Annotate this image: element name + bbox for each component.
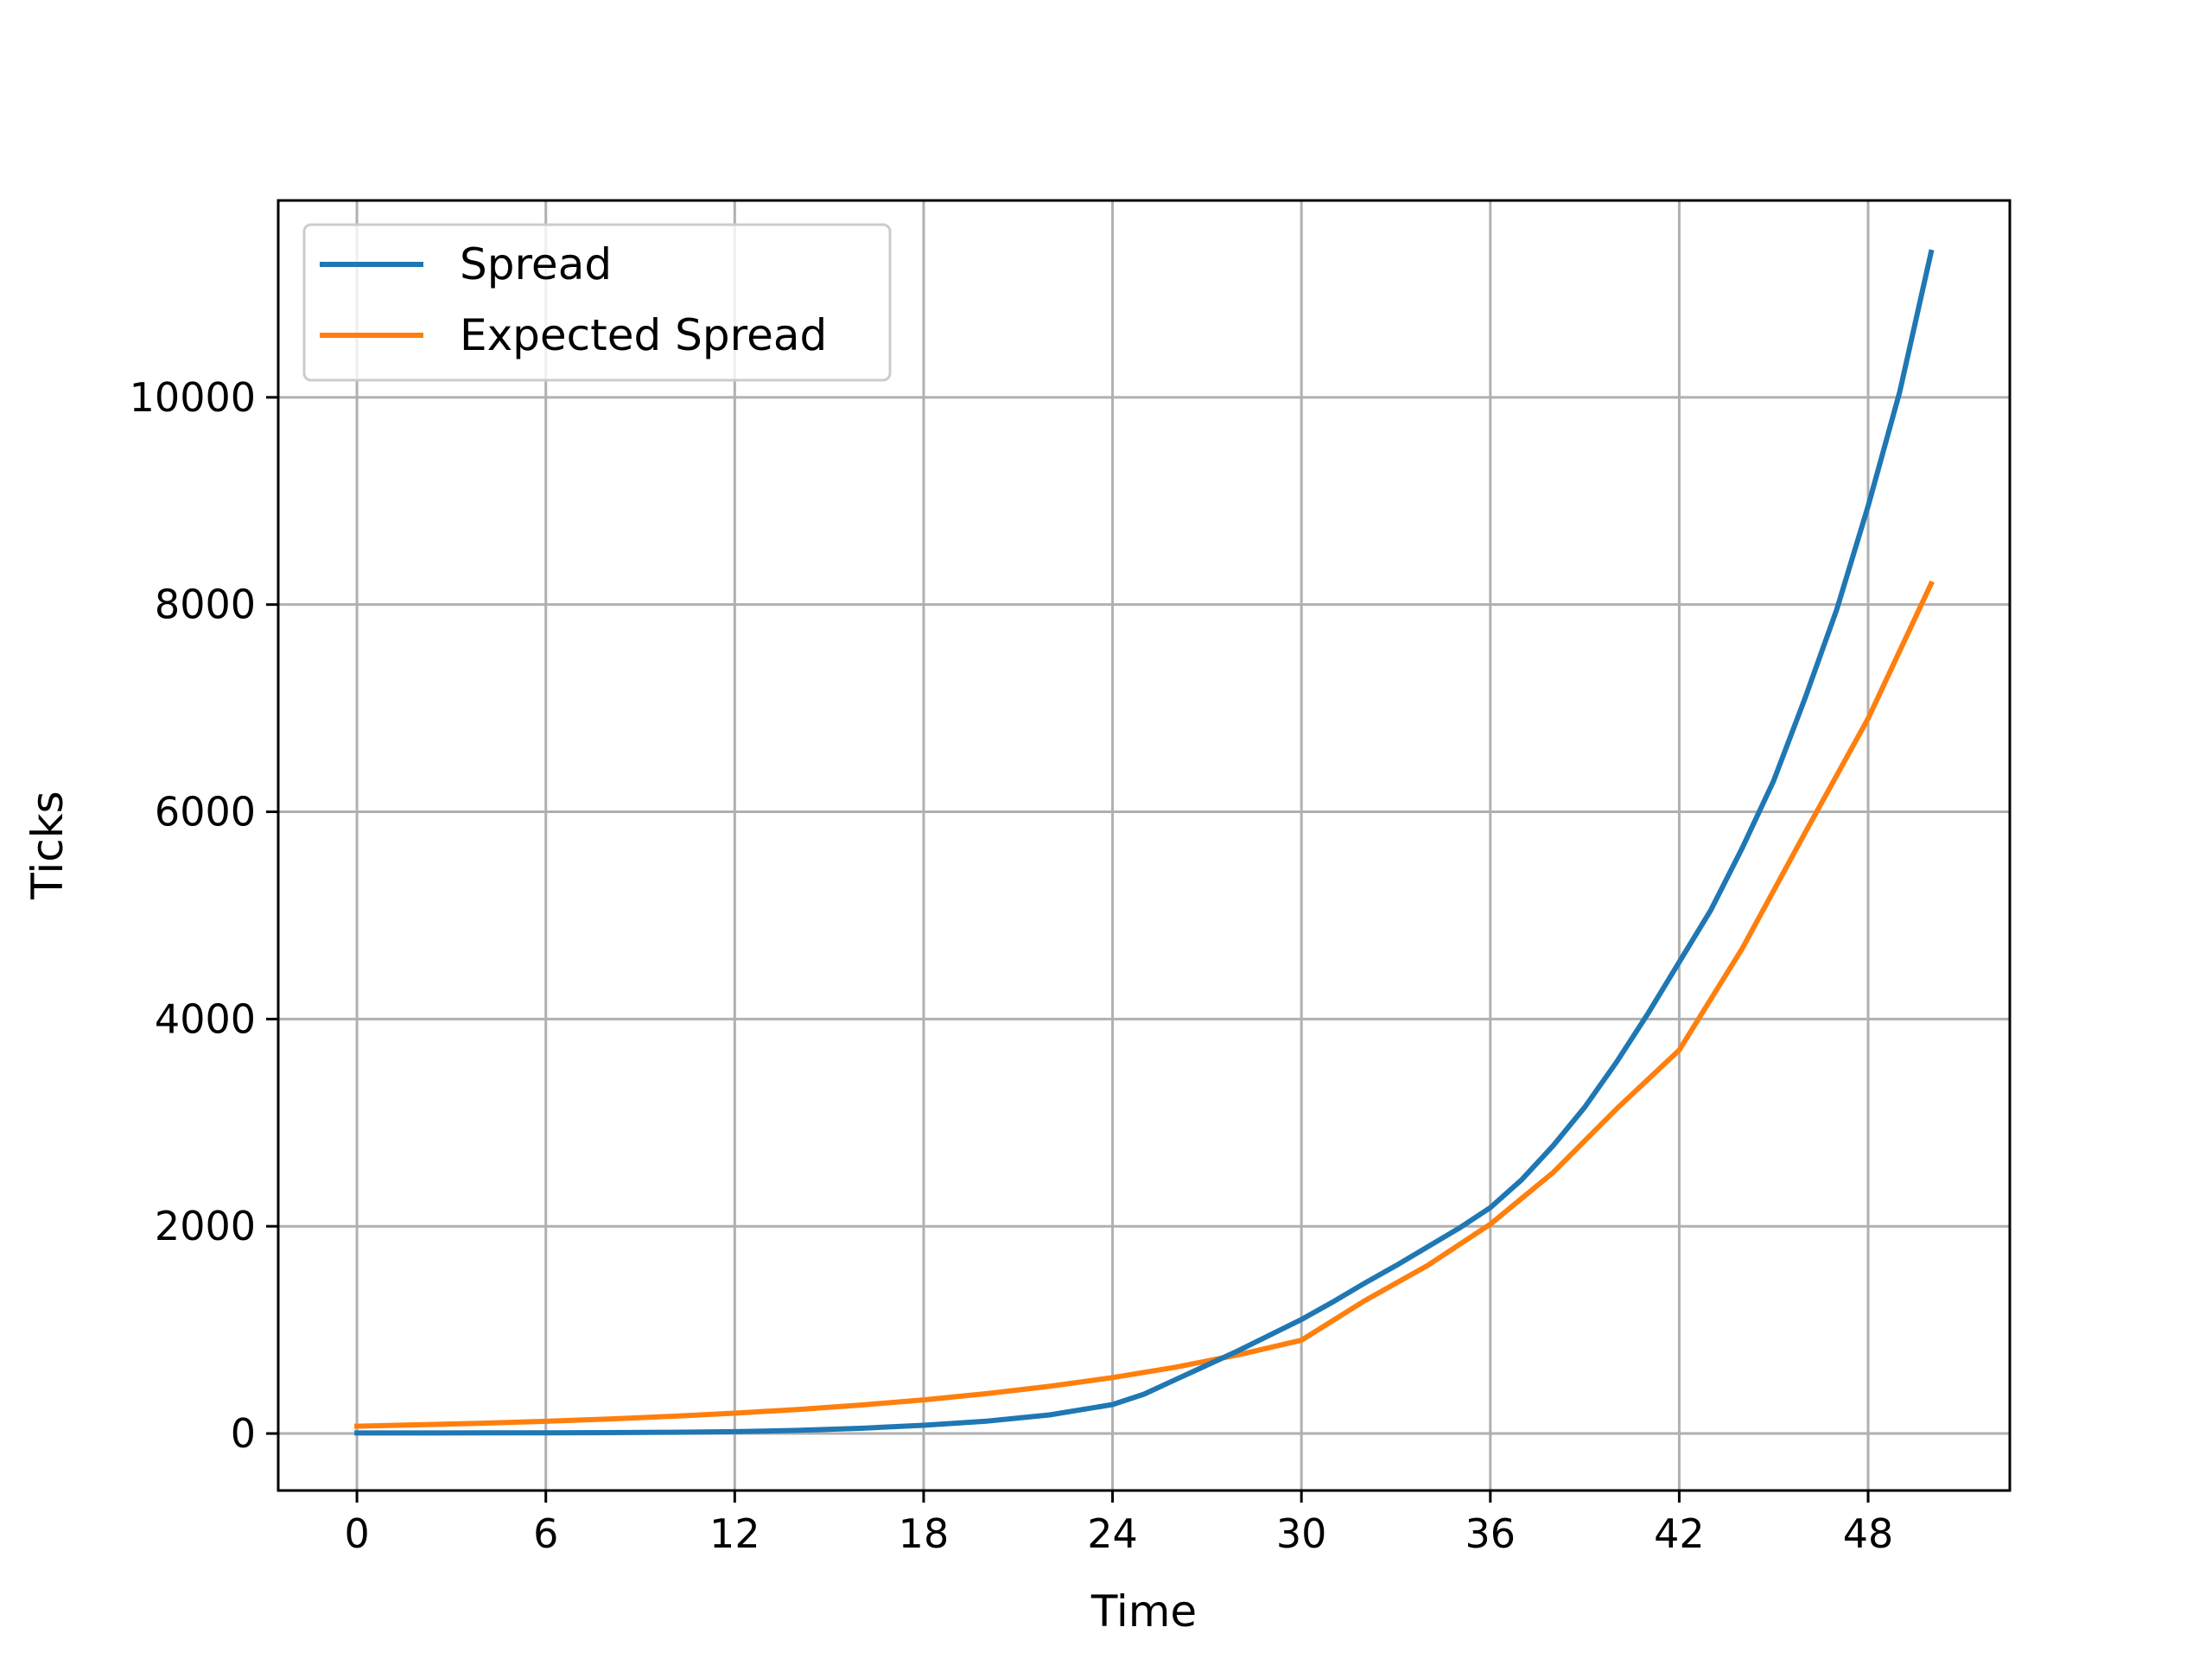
grid: [278, 200, 2010, 1491]
legend-label-spread: Spread: [460, 239, 612, 289]
y-tick-label: 2000: [155, 1203, 256, 1249]
x-tick-label: 0: [344, 1510, 369, 1557]
y-axis-label: Ticks: [22, 791, 73, 899]
series-layer: [354, 249, 1935, 1436]
x-axis-label: Time: [1090, 1586, 1197, 1637]
y-axis: 0 2000 4000 6000 8000 10000: [130, 374, 278, 1457]
x-tick-label: 30: [1276, 1510, 1327, 1557]
x-tick-label: 24: [1087, 1510, 1138, 1557]
y-tick-label: 8000: [155, 582, 256, 628]
legend: Spread Expected Spread: [302, 223, 892, 382]
series-line-expected-spread: [354, 580, 1935, 1429]
y-tick-label: 0: [231, 1410, 256, 1457]
x-tick-label: 12: [709, 1510, 760, 1557]
y-tick-label: 4000: [155, 995, 256, 1042]
plot-frame: [276, 199, 2012, 1492]
x-tick-label: 48: [1843, 1510, 1894, 1557]
x-tick-label: 18: [899, 1510, 950, 1557]
legend-box: [302, 223, 892, 382]
legend-label-expected-spread: Expected Spread: [460, 310, 827, 360]
x-axis: 0 6 12 18 24 30 36 42 48: [344, 1491, 1893, 1557]
y-tick-label: 6000: [155, 789, 256, 836]
x-tick-label: 36: [1465, 1510, 1516, 1557]
y-tick-label: 10000: [130, 374, 256, 421]
series-line-spread: [354, 249, 1935, 1436]
x-tick-label: 42: [1654, 1510, 1705, 1557]
x-tick-label: 6: [533, 1510, 558, 1557]
